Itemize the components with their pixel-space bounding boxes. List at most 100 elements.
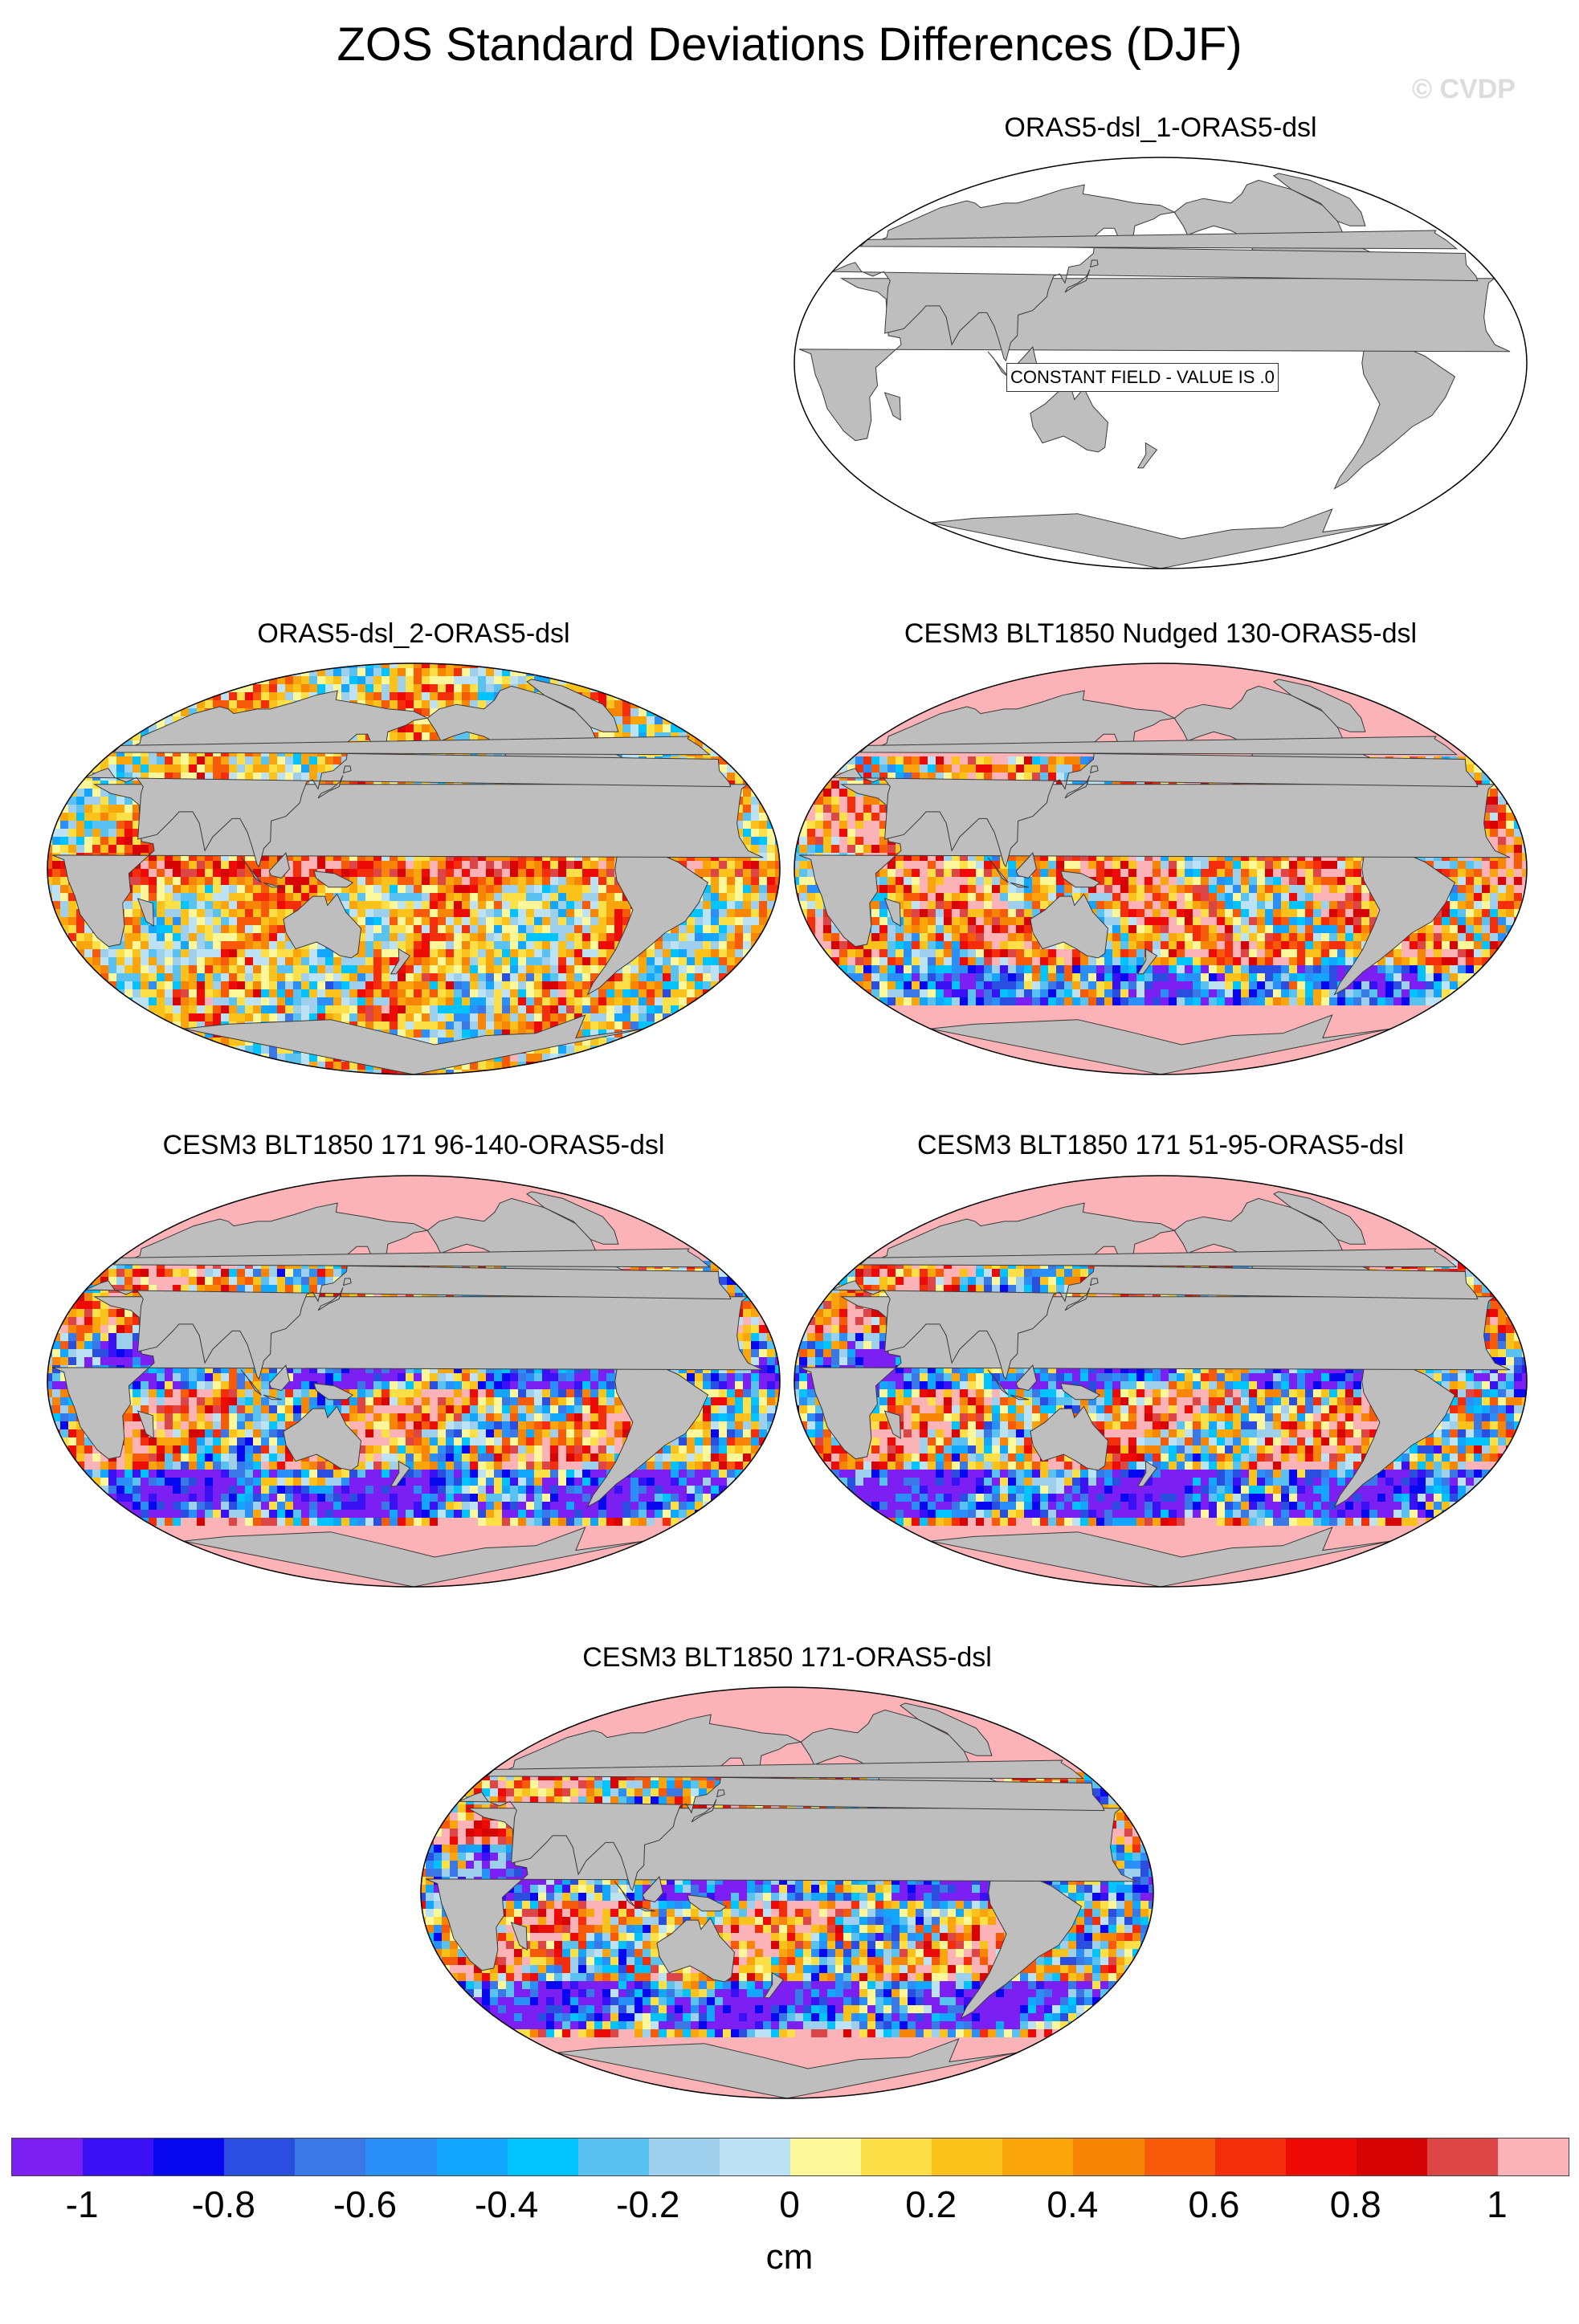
colorbar-box	[153, 2138, 225, 2175]
landmass	[263, 882, 283, 888]
colorbar-box	[224, 2138, 296, 2175]
colorbar-box	[1285, 2138, 1357, 2175]
landmass	[883, 392, 901, 422]
world-map	[794, 1175, 1528, 1588]
landmass	[459, 1714, 1105, 1892]
landmass	[1015, 852, 1038, 879]
colorbar-units: cm	[0, 2237, 1579, 2277]
colorbar-box	[1426, 2138, 1498, 2175]
landmass	[859, 230, 1459, 250]
colorbar-box	[1497, 2138, 1569, 2175]
map-outline	[794, 157, 1528, 569]
colorbar-tick-label: -0.2	[616, 2183, 679, 2226]
landmass	[1089, 1278, 1099, 1286]
colorbar-tick-label: 0.4	[1047, 2183, 1098, 2226]
colorbar-box	[365, 2138, 437, 2175]
colorbar-box	[1144, 2138, 1215, 2175]
map-outline	[47, 663, 781, 1075]
landmass	[240, 1369, 262, 1396]
colorbar-tick-labels: -1 -0.8 -0.6 -0.4 -0.2 0 0.2 0.4 0.6 0.8 1	[11, 2183, 1568, 2231]
landmass	[1333, 337, 1456, 490]
landmass	[1064, 1287, 1091, 1311]
landmass	[1089, 259, 1099, 268]
landmass	[390, 948, 411, 975]
landmass	[1060, 870, 1101, 888]
landmass	[1333, 1356, 1456, 1508]
landmass	[859, 1248, 1459, 1268]
panel-2-title: ORAS5-dsl_2-ORAS5-dsl	[44, 618, 783, 650]
colorbar-box	[1073, 2138, 1144, 2175]
colorbar-box	[577, 2138, 649, 2175]
landmass	[1010, 882, 1030, 888]
colorbar-tick-label: 0.2	[905, 2183, 957, 2226]
landmass	[798, 784, 1511, 948]
landmass	[987, 857, 1009, 883]
landmass	[313, 870, 354, 888]
landmass	[112, 1248, 712, 1268]
colorbar-tick-label: -0.8	[192, 2183, 255, 2226]
panel-1-title: ORAS5-dsl_1-ORAS5-dsl	[791, 112, 1530, 144]
landmass	[614, 1881, 635, 1907]
colorbar-box	[12, 2138, 84, 2175]
colorbar-box	[436, 2138, 508, 2175]
landmass	[137, 1410, 154, 1440]
colorbar-box	[83, 2138, 154, 2175]
landmass	[1089, 765, 1099, 774]
landmass	[832, 184, 1479, 362]
landmass	[1136, 948, 1158, 975]
landmass	[687, 1894, 728, 1912]
colorbar-tick-label: -0.4	[475, 2183, 538, 2226]
landmass	[240, 857, 262, 883]
panel-5-title: CESM3 BLT1850 171 51-95-ORAS5-dsl	[791, 1130, 1530, 1161]
world-map	[47, 1175, 781, 1588]
landmass	[716, 1789, 725, 1798]
landmass	[1015, 1364, 1038, 1391]
world-map	[794, 663, 1528, 1075]
landmass	[1010, 1394, 1030, 1401]
landmass	[586, 843, 709, 996]
colorbar-tick-label: -1	[66, 2183, 99, 2226]
landmass	[313, 1383, 354, 1401]
landmass	[283, 1405, 362, 1471]
landmass	[85, 1202, 732, 1380]
landmass	[1333, 843, 1456, 996]
landmass	[510, 1922, 528, 1951]
panel-4-title: CESM3 BLT1850 171 96-140-ORAS5-dsl	[44, 1130, 783, 1161]
landmass	[137, 898, 154, 928]
colorbar-tick-label: -0.6	[333, 2183, 397, 2226]
constant-field-label: CONSTANT FIELD - VALUE IS .0	[1006, 363, 1279, 392]
landmass	[798, 1296, 1511, 1460]
map-panel-5	[791, 1172, 1530, 1590]
landmass	[317, 775, 344, 799]
map-panel-4	[44, 1172, 783, 1590]
landmass	[1273, 1191, 1366, 1245]
landmass	[987, 351, 1009, 377]
landmass	[1136, 1460, 1158, 1487]
colorbar-tick-label: 0.8	[1330, 2183, 1381, 2226]
panel-6-title: CESM3 BLT1850 171-ORAS5-dsl	[418, 1642, 1157, 1674]
colorbar-box	[1356, 2138, 1427, 2175]
landmass	[51, 1296, 764, 1460]
landmass	[960, 1867, 1083, 2020]
landmass	[798, 278, 1511, 442]
cvdp-credit: © CVDP	[1412, 74, 1516, 105]
colorbar-box	[295, 2138, 366, 2175]
landmass	[317, 1287, 344, 1311]
map-panel-2	[44, 660, 783, 1078]
landmass	[900, 1702, 993, 1756]
colorbar-tick-label: 0	[779, 2183, 800, 2226]
landmass	[1030, 893, 1109, 959]
landmass	[1273, 173, 1366, 226]
landmass	[636, 1906, 656, 1912]
figure-title: ZOS Standard Deviations Differences (DJF…	[0, 18, 1579, 71]
landmass	[586, 1356, 709, 1508]
landmass	[883, 1410, 901, 1440]
colorbar-box	[932, 2138, 1003, 2175]
colorbar-box	[861, 2138, 932, 2175]
colorbar-box	[1214, 2138, 1286, 2175]
landmass	[486, 1759, 1085, 1780]
colorbar-tick-label: 0.6	[1189, 2183, 1240, 2226]
colorbar-box	[719, 2138, 791, 2175]
landmass	[51, 784, 764, 948]
landmass	[832, 1202, 1479, 1380]
